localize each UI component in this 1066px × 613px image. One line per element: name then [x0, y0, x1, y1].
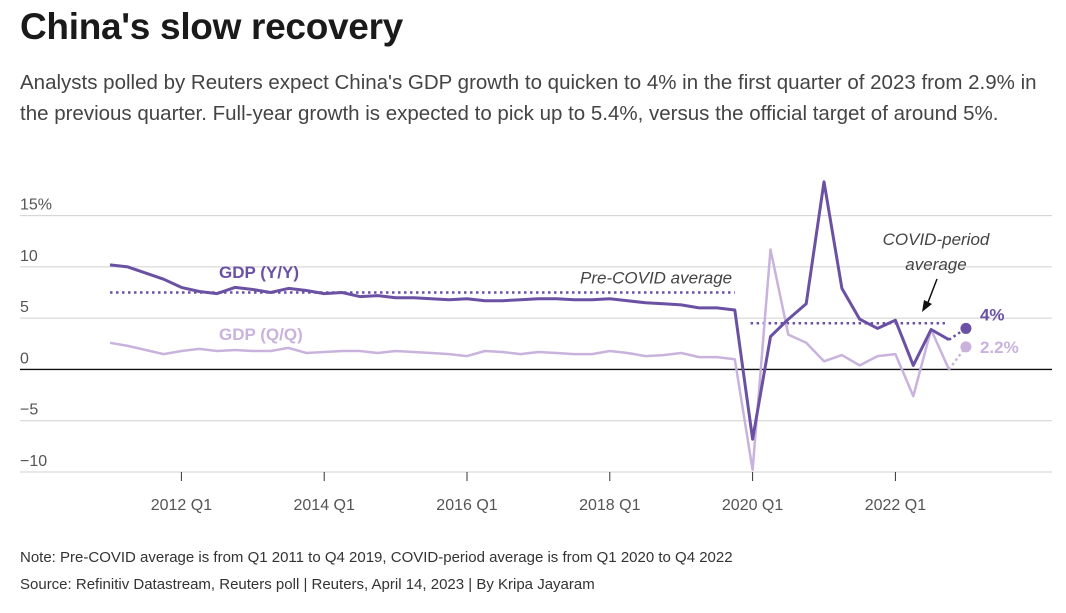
y-tick-label: 0: [20, 350, 29, 367]
covid-average-label: COVID-period: [883, 230, 990, 249]
gdp-qoq-forecast-point: [960, 341, 972, 353]
page-title: China's slow recovery: [20, 6, 403, 47]
y-tick-label: 15%: [20, 197, 52, 214]
gdp-yoy-series-label: GDP (Y/Y): [219, 263, 299, 282]
covid-average-label: average: [905, 255, 966, 274]
source-line: Source: Refinitiv Datastream, Reuters po…: [20, 576, 595, 593]
covid-average-arrow: [926, 278, 938, 306]
gdp-qoq-end-label: 2.2%: [980, 338, 1019, 357]
x-tick-label: 2020 Q1: [722, 497, 783, 514]
pre-covid-average-label: Pre-COVID average: [580, 269, 732, 288]
gdp-qoq-line: [109, 248, 951, 472]
y-tick-label: 5: [20, 299, 29, 316]
footnote: Note: Pre-COVID average is from Q1 2011 …: [20, 549, 733, 566]
gdp-qoq-series-label: GDP (Q/Q): [219, 325, 303, 344]
y-tick-label: −5: [20, 402, 38, 419]
gdp-yoy-line: [109, 180, 950, 441]
covid-average-arrowhead: [922, 300, 932, 312]
x-tick-label: 2016 Q1: [436, 497, 497, 514]
y-tick-label: 10: [20, 248, 38, 265]
y-tick-label: −10: [20, 453, 47, 470]
gdp-yoy-end-label: 4%: [980, 305, 1005, 324]
page-subtitle: Analysts polled by Reuters expect China'…: [20, 71, 1037, 125]
x-tick-label: 2012 Q1: [151, 497, 212, 514]
x-tick-label: 2018 Q1: [579, 497, 640, 514]
x-tick-label: 2014 Q1: [294, 497, 355, 514]
gdp-yoy-forecast-point: [960, 322, 972, 334]
gdp-line-chart: 15% 10 5 0 −5 −10 2012 Q1 2014 Q1 2016 Q1 2018 Q1…: [20, 180, 1052, 514]
x-tick-label: 2022 Q1: [865, 497, 926, 514]
